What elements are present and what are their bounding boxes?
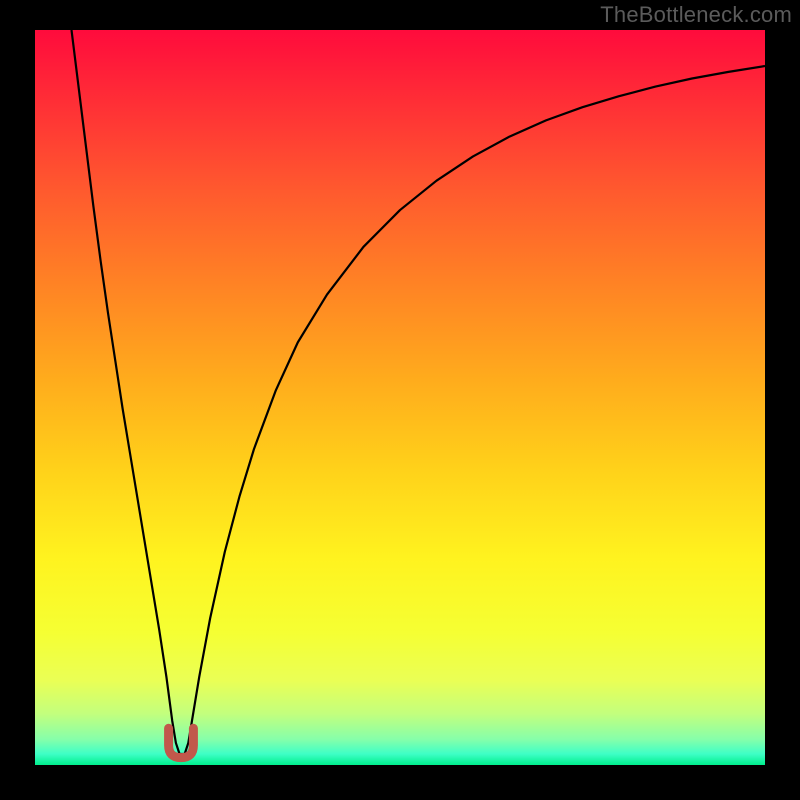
watermark-text: TheBottleneck.com [600, 2, 792, 28]
bottleneck-chart [0, 0, 800, 800]
plot-background [35, 30, 765, 765]
chart-container: TheBottleneck.com [0, 0, 800, 800]
